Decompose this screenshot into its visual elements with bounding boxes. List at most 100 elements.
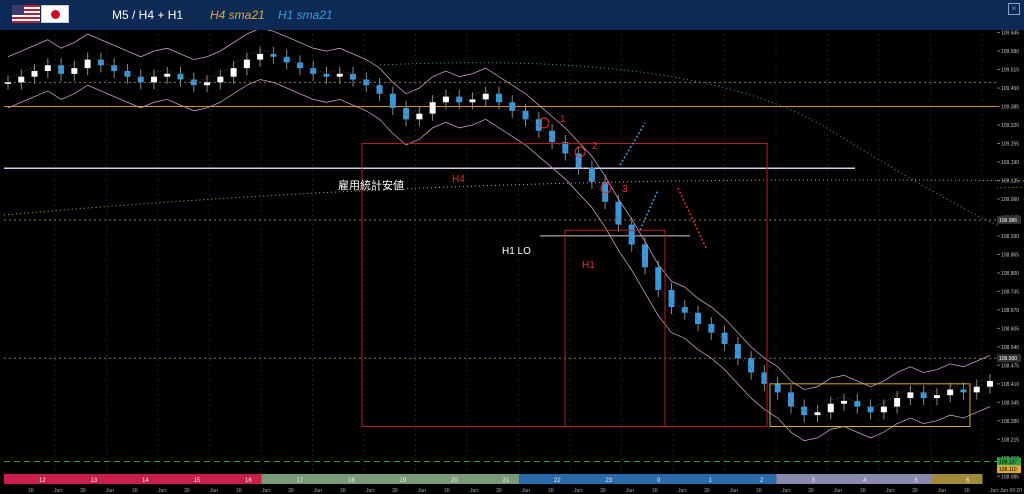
candle-body [681, 307, 688, 313]
price-tag [997, 457, 1021, 466]
y-tick-label: 109.645 [1001, 31, 1019, 37]
x-tick-minor: Jun [262, 488, 270, 494]
price-tag [997, 354, 1021, 363]
candle-body [761, 372, 768, 384]
x-tick-minor: 30 [756, 488, 762, 494]
candle-body [283, 56, 290, 63]
timeline-segment [879, 474, 931, 484]
x-tick-minor: 30 [808, 488, 814, 494]
y-tick-label: 108.345 [1001, 400, 1019, 406]
candle-body [389, 93, 396, 108]
y-tick-label: 108.540 [1001, 345, 1019, 351]
x-tick-major: 20 [451, 478, 458, 484]
price-tag [997, 465, 1021, 474]
x-tick-minor: Jun [54, 488, 62, 494]
price-chart: 109.645 109.580 109.515 109.450 109.385 109.3… [3, 30, 1024, 494]
candle-body [734, 344, 741, 359]
candle-body [217, 76, 224, 83]
x-tick-minor: Jun [106, 488, 114, 494]
candle-body [841, 400, 848, 404]
candle-body [456, 96, 463, 103]
x-tick-minor: 30 [288, 488, 294, 494]
timeline-segment [416, 474, 468, 484]
timeline-segment [4, 474, 56, 484]
y-tick-label: 108.735 [1001, 289, 1019, 295]
marker-label-2: 2 [592, 141, 598, 152]
h1-box [564, 229, 666, 427]
timeline-segment [931, 474, 983, 484]
timeline-segment [107, 474, 159, 484]
timeline-segment [261, 474, 313, 484]
candle-body [376, 85, 383, 94]
candle-body [270, 53, 277, 57]
timeline-segment [776, 474, 828, 484]
candle-body [429, 102, 436, 114]
timeline-segment [725, 474, 777, 484]
legend-h4-sma: H4 sma21 [210, 8, 265, 22]
candle-body [575, 153, 582, 168]
y-tick-label: 108.475 [1001, 363, 1019, 369]
candle-body [150, 76, 157, 83]
x-tick-minor: Jun [158, 488, 166, 494]
candle-body [655, 267, 662, 290]
x-tick-major: 17 [297, 478, 304, 484]
candle-body [933, 395, 940, 399]
candle-body [350, 73, 357, 80]
y-tick-label: 109.190 [1001, 160, 1019, 166]
x-tick-major: 19 [400, 478, 407, 484]
candle-body [947, 389, 954, 396]
y-tick-label: 108.410 [1001, 382, 1019, 388]
x-tick-minor: 30 [80, 488, 86, 494]
x-tick-minor: Jun [470, 488, 478, 494]
candle-body [748, 358, 755, 373]
y-tick-label: 108.670 [1001, 308, 1019, 314]
candle-body [137, 76, 144, 83]
candle-body [615, 201, 622, 225]
candle-body [111, 65, 118, 71]
close-icon[interactable]: × [1008, 3, 1020, 15]
timeline-segment [570, 474, 622, 484]
consolidation-box [769, 383, 971, 427]
x-tick-minor: Jun 00:20 [1000, 488, 1022, 494]
y-tick-label: 108.280 [1001, 419, 1019, 425]
x-tick-major: 4 [863, 478, 867, 484]
y-tick-label: 109.320 [1001, 123, 1019, 129]
candle-body [97, 59, 104, 66]
y-tick-label: 108.865 [1001, 252, 1019, 258]
x-tick-major: 22 [554, 478, 561, 484]
x-tick-minor: Jun [418, 488, 426, 494]
x-tick-minor: Jun [886, 488, 894, 494]
signal-circle [574, 146, 586, 158]
x-tick-minor: 30 [652, 488, 658, 494]
x-tick-minor: 30 [704, 488, 710, 494]
x-tick-minor: Jun [782, 488, 790, 494]
price-tag-label: 108.110 [999, 467, 1017, 473]
price-tag-label: 108.500 [999, 356, 1017, 362]
candle-body [204, 82, 211, 86]
candle-body [973, 386, 980, 393]
candle-body [71, 68, 78, 74]
timeline-segment [673, 474, 725, 484]
candle-body [562, 142, 569, 154]
x-tick-major: 2 [760, 478, 764, 484]
h4-sma-line [3, 179, 1024, 216]
timeline-segment [828, 474, 880, 484]
marker-label-3: 3 [622, 184, 628, 195]
candle-body [416, 113, 423, 120]
candle-body [814, 412, 821, 416]
candle-body [867, 406, 874, 413]
nfp-low-label: 雇用統計安値 [338, 178, 404, 192]
candle-body [190, 79, 197, 86]
timeline-segment [364, 474, 416, 484]
y-tick-label: 108.215 [1001, 437, 1019, 443]
arrow-up [639, 189, 659, 231]
candle-body [960, 389, 967, 393]
candle-body [336, 73, 343, 77]
x-tick-minor: 30 [496, 488, 502, 494]
candle-body [31, 70, 38, 77]
candle-body [588, 167, 595, 182]
candle-body [602, 181, 609, 202]
x-tick-major: 23 [606, 478, 613, 484]
candle-body [827, 403, 834, 413]
candle-body [18, 76, 25, 83]
